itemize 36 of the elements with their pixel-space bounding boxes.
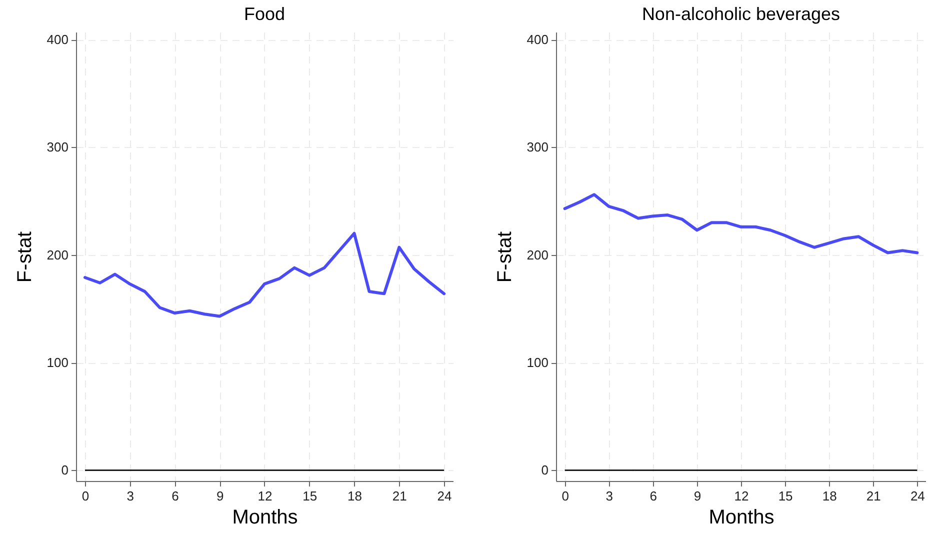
y-tick-label: 400 xyxy=(526,32,548,48)
x-tick-label: 3 xyxy=(606,488,613,504)
line-series xyxy=(83,232,446,318)
x-tick-label: 0 xyxy=(562,488,569,504)
x-tick-label: 3 xyxy=(126,488,134,504)
y-axis-title: F-stat xyxy=(494,231,516,283)
chart-title: Food xyxy=(244,4,286,24)
y-tick-label: 0 xyxy=(61,462,68,478)
x-tick-label: 24 xyxy=(437,488,452,504)
line-series xyxy=(563,193,919,254)
y-tick-label: 200 xyxy=(526,247,548,262)
x-tick-label: 9 xyxy=(216,488,224,504)
y-tick-label: 0 xyxy=(541,462,548,478)
chart-title: Non-alcoholic beverages xyxy=(642,4,840,24)
y-tick-label: 200 xyxy=(46,247,68,262)
x-tick-label: 0 xyxy=(82,488,90,504)
y-axis-title: F-stat xyxy=(14,231,36,283)
y-tick-label: 100 xyxy=(526,355,548,370)
x-axis-title: Months xyxy=(232,506,298,528)
x-tick-label: 15 xyxy=(302,488,318,504)
y-tick-label: 100 xyxy=(46,355,68,370)
x-tick-label: 21 xyxy=(866,488,881,504)
x-tick-label: 6 xyxy=(172,488,179,504)
x-tick-label: 6 xyxy=(650,488,658,504)
x-tick-label: 15 xyxy=(778,488,793,504)
x-tick-label: 18 xyxy=(822,488,837,504)
x-tick-label: 24 xyxy=(910,488,925,504)
x-tick-label: 12 xyxy=(734,488,749,504)
y-tick-label: 400 xyxy=(46,32,68,48)
y-tick-label: 300 xyxy=(526,140,548,155)
x-axis-title: Months xyxy=(708,506,774,528)
x-tick-label: 21 xyxy=(392,488,407,504)
y-tick-label: 300 xyxy=(46,140,68,155)
x-tick-label: 12 xyxy=(258,488,272,504)
x-tick-label: 18 xyxy=(348,488,362,504)
x-tick-label: 9 xyxy=(694,488,702,504)
